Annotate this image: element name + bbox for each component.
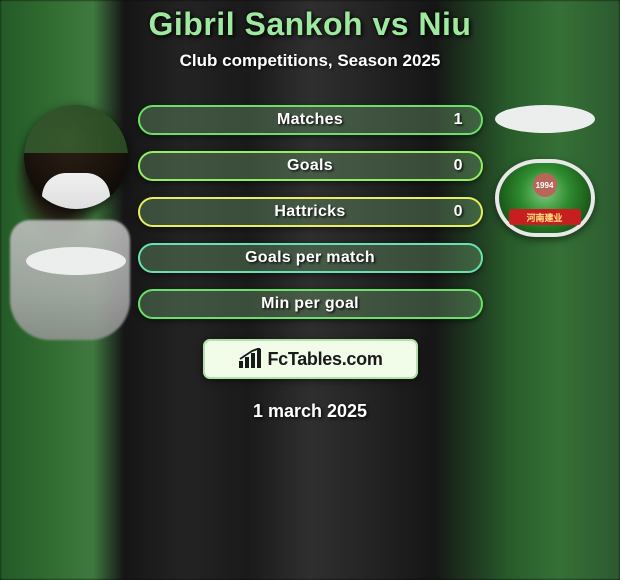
right-player-column: 1994 河南建业 (491, 105, 599, 237)
badge-ribbon: 河南建业 (509, 209, 581, 225)
chart-bars-icon (237, 348, 263, 370)
badge-ribbon-text: 河南建业 (526, 211, 562, 224)
infographic-content: Gibril Sankoh vs Niu Club competitions, … (0, 0, 620, 580)
stat-value: 1 (454, 111, 463, 129)
fctables-logo-text: FcTables.com (267, 349, 382, 370)
stat-pill: Goals 0 (138, 151, 483, 181)
fctables-logo-box: FcTables.com (203, 339, 418, 379)
main-row: Matches 1 Goals 0 Hattricks 0 Goals per match M… (0, 105, 620, 319)
stat-pill: Matches 1 (138, 105, 483, 135)
player-avatar-left (24, 105, 128, 209)
stat-label: Matches (277, 111, 343, 129)
infographic-date: 1 march 2025 (253, 401, 367, 422)
left-team-oval (26, 247, 126, 275)
stat-value: 0 (454, 203, 463, 221)
stat-label: Goals (287, 157, 333, 175)
stat-label: Goals per match (245, 249, 375, 267)
left-player-column (22, 105, 130, 275)
stat-pill: Goals per match (138, 243, 483, 273)
badge-year: 1994 (533, 173, 557, 197)
page-title: Gibril Sankoh vs Niu (149, 6, 472, 43)
stat-pill-list: Matches 1 Goals 0 Hattricks 0 Goals per match M… (138, 105, 483, 319)
stat-label: Min per goal (261, 295, 359, 313)
club-badge-right: 1994 河南建业 (495, 159, 595, 237)
stat-pill: Hattricks 0 (138, 197, 483, 227)
page-subtitle: Club competitions, Season 2025 (180, 51, 441, 71)
right-player-oval (495, 105, 595, 133)
stat-pill: Min per goal (138, 289, 483, 319)
stat-label: Hattricks (274, 203, 345, 221)
stat-value: 0 (454, 157, 463, 175)
badge-year-text: 1994 (536, 181, 554, 190)
